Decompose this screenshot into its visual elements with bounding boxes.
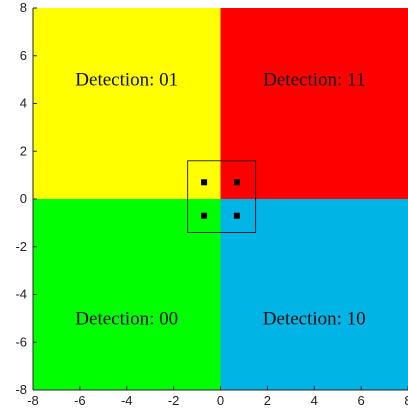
constellation-point bbox=[233, 212, 240, 219]
x-tick-label: -8 bbox=[27, 393, 39, 408]
region-label: Detection: 11 bbox=[263, 70, 365, 91]
x-tick-label: -6 bbox=[74, 393, 86, 408]
y-tick-label: 0 bbox=[20, 191, 27, 206]
y-tick-label: 8 bbox=[20, 0, 27, 15]
constellation-point bbox=[233, 179, 240, 186]
x-tick-label: 6 bbox=[358, 393, 365, 408]
y-tick-label: -4 bbox=[15, 287, 27, 302]
y-tick-label: 4 bbox=[20, 96, 27, 111]
regions-layer bbox=[33, 8, 408, 390]
region-00 bbox=[33, 199, 221, 390]
x-tick-label: -4 bbox=[121, 393, 133, 408]
zoom-box-layer bbox=[187, 160, 257, 233]
region-label: Detection: 10 bbox=[263, 308, 366, 329]
x-tick-label: 2 bbox=[264, 393, 271, 408]
constellation-point bbox=[201, 212, 208, 219]
x-tick-label: -2 bbox=[168, 393, 180, 408]
y-tick-label: -6 bbox=[15, 334, 27, 349]
zoom-box bbox=[187, 160, 257, 233]
y-tick-label: -8 bbox=[15, 382, 27, 397]
axes-layer: -8 -6 -4 -2 0 2 4 6 8 -8 -6 -4 -2 0 2 4 6 8 bbox=[15, 0, 408, 408]
constellation-point bbox=[201, 179, 208, 186]
constellation-points-layer bbox=[201, 179, 240, 219]
y-tick-label: -2 bbox=[15, 239, 27, 254]
region-01 bbox=[33, 8, 221, 199]
region-label: Detection: 00 bbox=[75, 308, 178, 329]
region-label: Detection: 01 bbox=[75, 70, 178, 91]
region-10 bbox=[220, 199, 408, 390]
y-tick-label: 6 bbox=[20, 48, 27, 63]
region-labels-layer: Detection: 01 Detection: 11 Detection: 00 D… bbox=[75, 70, 365, 330]
x-tick-label: 4 bbox=[311, 393, 318, 408]
region-11 bbox=[220, 8, 408, 199]
x-tick-label: 8 bbox=[404, 393, 408, 408]
y-tick-label: 2 bbox=[20, 143, 27, 158]
x-tick-label: 0 bbox=[217, 393, 224, 408]
